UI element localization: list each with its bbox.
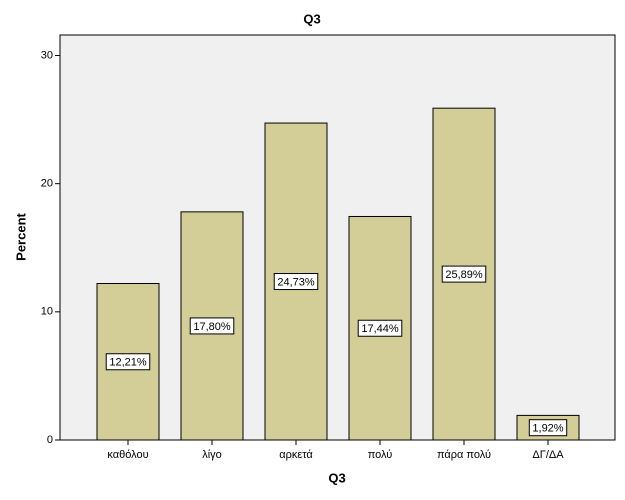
value-label: 17,80% (193, 321, 231, 333)
x-tick-label: πολύ (368, 449, 393, 461)
value-label: 24,73% (277, 276, 315, 288)
x-tick-label: πάρα πολύ (437, 449, 491, 461)
value-label-box (105, 353, 151, 371)
y-tick-label: 10 (41, 306, 53, 318)
value-label-box (528, 419, 568, 437)
value-label-box (441, 265, 487, 283)
value-label: 12,21% (109, 357, 147, 369)
x-tick-label: αρκετά (279, 449, 313, 461)
value-label: 25,89% (445, 269, 483, 281)
y-axis-label: Percent (13, 212, 28, 260)
value-label: 1,92% (532, 423, 563, 435)
x-tick-label: καθόλου (107, 449, 148, 461)
x-tick-label: ΔΓ/ΔΑ (532, 449, 564, 461)
y-tick-label: 20 (41, 178, 53, 190)
chart-title: Q3 (303, 11, 320, 26)
x-tick-label: λίγο (202, 449, 222, 461)
value-label-box (189, 317, 235, 335)
x-axis-label: Q3 (328, 470, 345, 485)
y-tick-label: 30 (41, 49, 53, 61)
value-label: 17,44% (361, 323, 399, 335)
value-label-box (357, 319, 403, 337)
y-tick-label: 0 (47, 434, 53, 446)
value-label-box (273, 273, 319, 291)
